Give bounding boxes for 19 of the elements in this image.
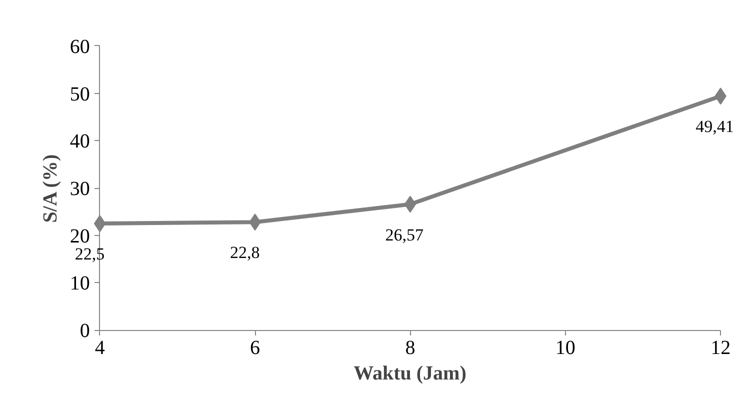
y-tick-label: 60 [70,36,90,58]
y-tick-label: 20 [70,225,90,248]
point [404,196,416,213]
x-tick-label: 12 [710,337,731,360]
x-tick-label: 10 [555,337,576,360]
y-tick-label: 40 [70,130,90,153]
y-tick-label: 0 [80,320,90,342]
x-tick-label: 8 [405,337,416,360]
y-axis-title: S/A (%) [40,154,62,223]
y-tick-label: 30 [70,178,90,200]
data-label: 26,57 [385,225,424,244]
x-tick-label: 6 [250,337,260,360]
y-tick-label: 50 [70,83,90,106]
y-tick-label: 10 [70,272,90,295]
x-tick-label: 4 [94,337,105,360]
data-label: 22,8 [230,243,260,262]
x-axis-title: Waktu (Jam) [354,362,466,384]
data-label: 49,41 [696,117,734,136]
data-label: 22,5 [74,244,105,264]
